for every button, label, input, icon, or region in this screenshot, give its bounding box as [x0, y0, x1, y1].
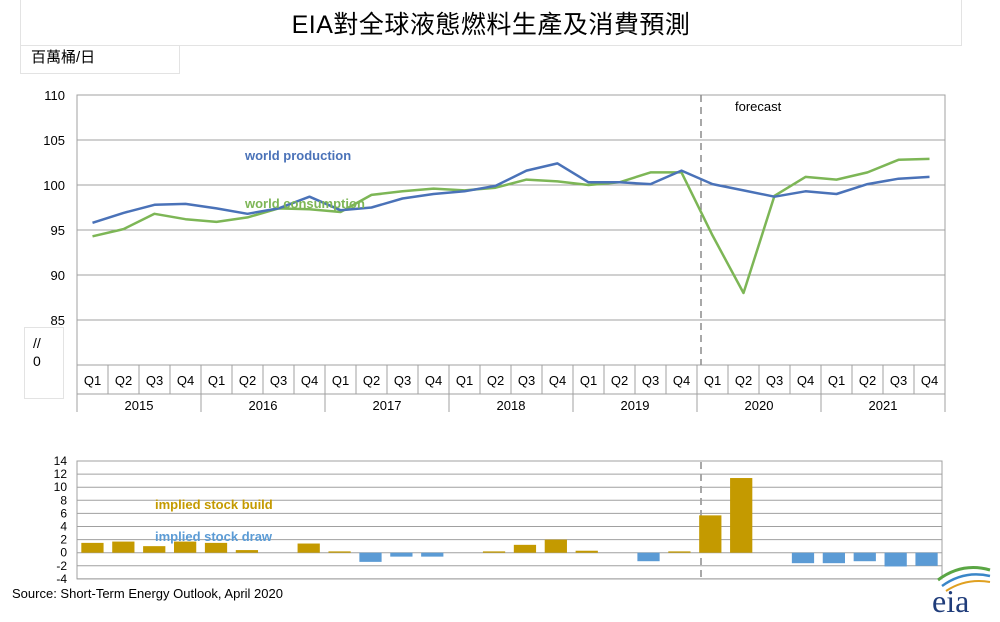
stock-draw-bar [853, 552, 876, 562]
bar-y-tick-label: -2 [56, 559, 67, 573]
year-tick-label: 2019 [621, 398, 650, 413]
quarter-tick-label: Q4 [673, 373, 690, 388]
year-tick-label: 2021 [869, 398, 898, 413]
stock-build-bar [81, 542, 104, 553]
production-line [92, 162, 930, 224]
stock-build-bar [204, 542, 228, 553]
year-tick-label: 2020 [745, 398, 774, 413]
quarter-tick-label: Q3 [146, 373, 163, 388]
quarter-tick-label: Q4 [425, 373, 442, 388]
bar-y-tick-label: 12 [54, 467, 68, 481]
quarter-tick-label: Q4 [797, 373, 814, 388]
quarter-tick-label: Q4 [301, 373, 318, 388]
y-tick-label: 90 [51, 268, 65, 283]
stock-build-bar [328, 551, 351, 553]
stock-draw-bar [915, 552, 938, 566]
quarter-tick-label: Q3 [890, 373, 907, 388]
quarter-tick-label: Q1 [332, 373, 349, 388]
bar-y-tick-label: -4 [56, 572, 67, 586]
quarter-tick-label: Q3 [394, 373, 411, 388]
bar-y-tick-label: 0 [60, 546, 67, 560]
quarter-tick-label: Q4 [921, 373, 938, 388]
quarter-tick-label: Q4 [549, 373, 566, 388]
stock-build-bar [112, 541, 135, 553]
stock-draw-bar [359, 552, 382, 562]
forecast-annotation: forecast [735, 99, 782, 114]
unit-label: 百萬桶/日 [20, 46, 180, 74]
year-tick-label: 2017 [373, 398, 402, 413]
year-tick-label: 2018 [497, 398, 526, 413]
y-tick-label: 85 [51, 313, 65, 328]
stock-build-bar [730, 478, 753, 553]
y-tick-label: 100 [43, 178, 65, 193]
stock-build-legend-label: implied stock build [155, 497, 273, 512]
y-tick-label: 105 [43, 133, 65, 148]
stock-build-bar [297, 543, 320, 553]
stock-draw-bar [822, 552, 845, 564]
y-tick-label: 95 [51, 223, 65, 238]
chart-title: EIA對全球液態燃料生產及消費預測 [20, 0, 962, 46]
bar-y-tick-label: 14 [54, 454, 68, 468]
bar-y-tick-label: 8 [60, 493, 67, 507]
eia-logo-icon: eia [932, 566, 991, 616]
stock-draw-bar [390, 552, 413, 557]
quarter-tick-label: Q2 [115, 373, 132, 388]
quarter-tick-label: Q1 [580, 373, 597, 388]
source-note: Source: Short-Term Energy Outlook, April… [12, 586, 283, 601]
quarter-tick-label: Q3 [766, 373, 783, 388]
axis-break-zero: 0 [33, 353, 41, 369]
stock-build-bar [699, 515, 722, 553]
bar-y-tick-label: 2 [60, 533, 67, 547]
stock-build-bar [482, 551, 506, 553]
bar-y-tick-label: 6 [60, 506, 67, 520]
quarter-tick-label: Q1 [828, 373, 845, 388]
stock-build-bar [513, 544, 537, 553]
quarter-tick-label: Q4 [177, 373, 194, 388]
bar-y-tick-label: 4 [60, 520, 67, 534]
axis-break-box: // 0 [24, 327, 64, 399]
stock-build-bar [575, 550, 598, 553]
quarter-tick-label: Q2 [859, 373, 876, 388]
quarter-tick-label: Q1 [704, 373, 721, 388]
quarter-tick-label: Q1 [84, 373, 101, 388]
stock-draw-bar [637, 552, 660, 562]
quarter-tick-label: Q1 [208, 373, 225, 388]
production-legend-label: world production [244, 148, 351, 163]
consumption-line [92, 157, 930, 295]
quarter-tick-label: Q2 [239, 373, 256, 388]
y-tick-label: 110 [44, 88, 65, 103]
stock-build-bar [235, 550, 259, 553]
quarter-tick-label: Q2 [363, 373, 380, 388]
year-tick-label: 2015 [125, 398, 154, 413]
stock-draw-bar [421, 552, 444, 557]
bar-y-tick-label: 10 [54, 480, 68, 494]
quarter-tick-label: Q3 [270, 373, 287, 388]
stock-draw-legend-label: implied stock draw [155, 529, 273, 544]
stock-build-bar [174, 541, 197, 553]
quarter-tick-label: Q3 [642, 373, 659, 388]
year-tick-label: 2016 [249, 398, 278, 413]
stock-build-bar [668, 551, 691, 553]
quarter-tick-label: Q3 [518, 373, 535, 388]
quarter-tick-label: Q2 [735, 373, 752, 388]
quarter-tick-label: Q2 [611, 373, 628, 388]
stock-draw-bar [884, 552, 907, 567]
logo-text: eia [932, 583, 969, 616]
consumption-legend-label: world consumption [244, 196, 365, 211]
quarter-tick-label: Q1 [456, 373, 473, 388]
stock-draw-bar [791, 552, 815, 564]
stock-build-bar [143, 546, 166, 553]
quarter-tick-label: Q2 [487, 373, 504, 388]
axis-break-label: // [33, 335, 41, 351]
stock-build-bar [544, 539, 567, 553]
